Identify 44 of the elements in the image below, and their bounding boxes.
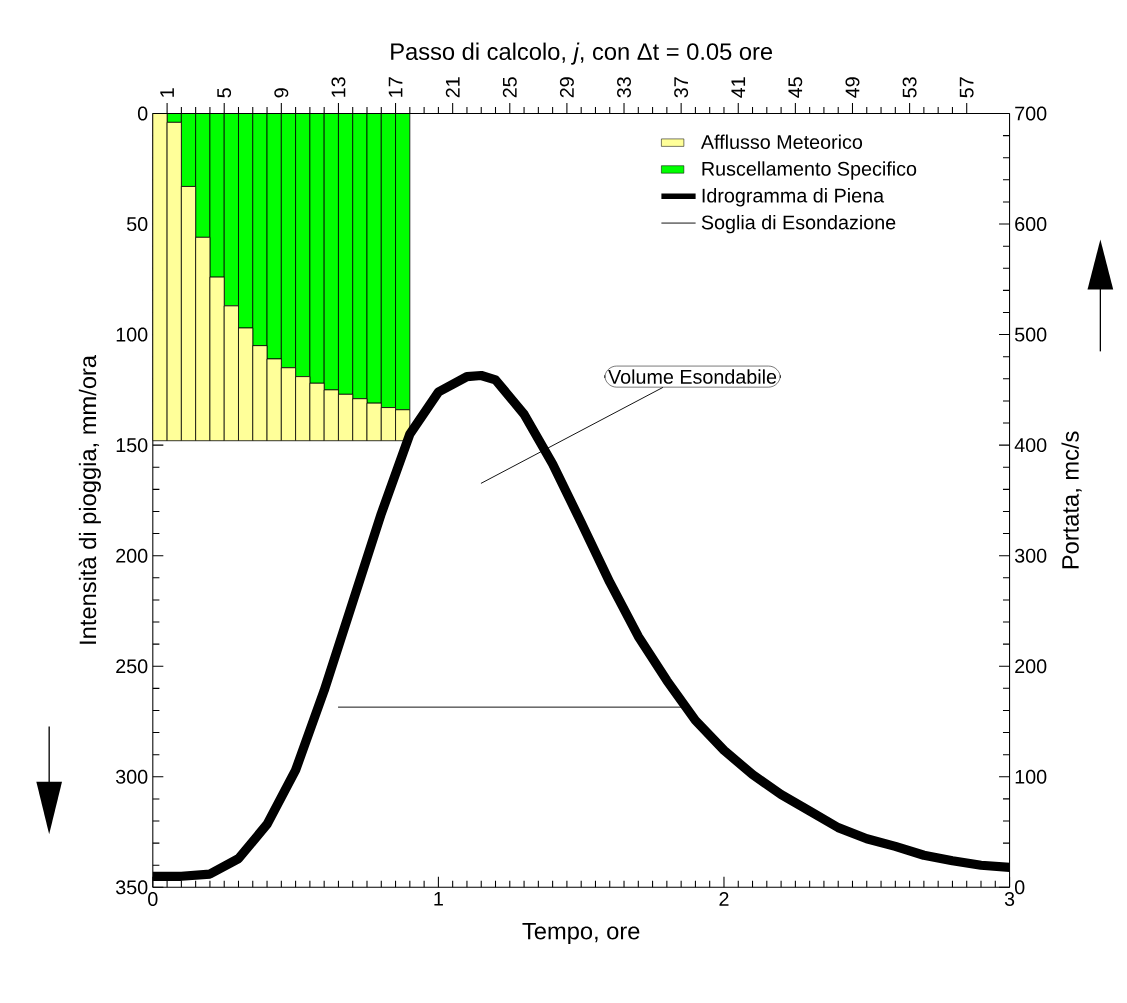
x2-tick-label: 53 [902,77,917,98]
legend-label: Soglia di Esondazione [701,215,896,234]
y2-tick-label: 500 [1014,327,1047,342]
y-axis-title: Intensità di pioggia, mm/ora [78,355,101,644]
x-tick-label: 0 [148,892,158,907]
y2-tick-label: 600 [1015,217,1047,232]
x2-tick-label: 13 [331,77,346,97]
x2-tick-label: 37 [674,77,689,98]
x-tick-label: 2 [719,892,729,906]
annotation: Volume Esondabile [608,369,777,384]
x-axis-title: Tempo, ore [522,922,640,945]
y2-axis-title: Portata, mc/s [1061,431,1082,569]
y-tick-label: 300 [115,769,148,784]
y2-tick-label: 700 [1015,106,1047,121]
y2-tick-label: 400 [1014,438,1047,453]
legend-label: Idrogramma di Piena [702,188,885,207]
x2-tick-label: 29 [559,77,574,98]
y-tick-label: 50 [126,217,148,232]
y-tick-label: 0 [137,106,148,121]
x2-tick-label: 25 [502,77,517,98]
legend-label: Ruscellamento Specifico [702,161,917,180]
x-tick-label: 1 [434,892,443,906]
y-tick-label: 100 [116,327,148,342]
y-tick-label: 200 [116,548,148,563]
x-tick-label: 3 [1004,892,1015,907]
x2-axis-title: Passo di calcolo, j, con Δt = 0.05 ore [391,42,773,65]
legend-label: Afflusso Meteorico [700,134,863,150]
y2-tick-label: 200 [1015,659,1047,674]
y2-tick-label: 100 [1015,769,1047,784]
x2-tick-label: 9 [274,88,289,98]
y2-tick-label: 0 [1014,880,1025,895]
x2-tick-label: 57 [959,77,974,98]
y-tick-label: 150 [116,438,148,453]
x2-tick-label: 45 [788,77,803,98]
x2-tick-label: 1 [160,88,174,97]
x2-tick-label: 41 [731,77,746,98]
y-tick-label: 250 [116,659,148,674]
x2-tick-label: 17 [388,77,403,97]
x2-tick-label: 49 [845,77,860,98]
x2-tick-label: 21 [445,77,460,98]
y2-tick-label: 300 [1014,548,1047,563]
x2-tick-label: 5 [217,88,232,98]
x2-tick-label: 33 [617,77,631,98]
y-tick-label: 350 [115,880,148,895]
